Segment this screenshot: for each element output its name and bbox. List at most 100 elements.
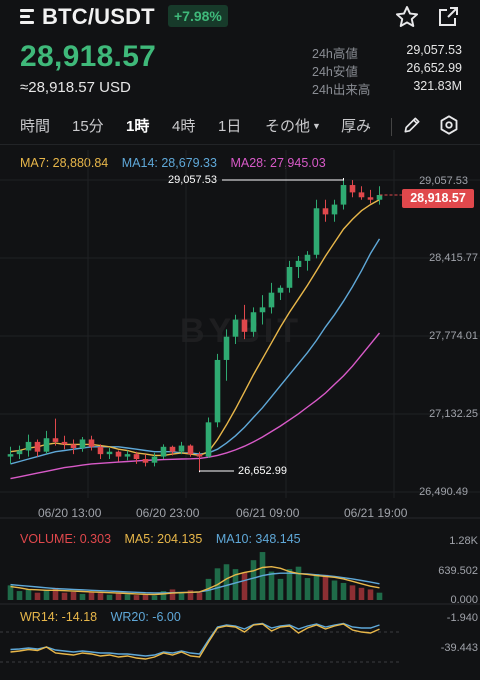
volume-bar [124, 594, 131, 600]
candle-body [88, 439, 95, 447]
volume-bar [88, 591, 95, 600]
stat-value: 29,057.53 [406, 43, 462, 57]
wr14-line [10, 623, 380, 660]
ma14-line [10, 238, 381, 465]
candle-body [259, 307, 266, 313]
star-icon[interactable] [392, 2, 422, 32]
volume-bar [304, 578, 311, 600]
ma28-value: MA28: 27,945.03 [230, 156, 326, 170]
divider [0, 144, 480, 145]
candle-body [16, 450, 23, 455]
volume-bar [223, 564, 230, 600]
tab-15m[interactable]: 15分 [72, 118, 104, 135]
candle-body [250, 312, 257, 332]
share-icon[interactable] [433, 2, 463, 32]
change-badge: +7.98% [168, 5, 228, 27]
volume-bar [97, 593, 104, 600]
volume-bar [79, 593, 86, 600]
high-marker-line [222, 178, 344, 181]
last-price: 28,918.57 [20, 40, 157, 73]
trading-pair[interactable]: BTC/USDT [42, 4, 155, 29]
volume-bar [61, 592, 68, 600]
candle-body [313, 208, 320, 255]
volume-bar [295, 566, 302, 600]
candle-body [349, 185, 356, 193]
volume-bar [52, 587, 59, 600]
low-marker-label: 26,652.99 [238, 465, 287, 477]
y-tick: 26,490.49 [419, 486, 468, 498]
tab-more-label: その他 [265, 118, 311, 135]
wr14-value: WR14: -14.18 [20, 610, 98, 624]
wr20-line [10, 622, 380, 657]
wr20-value: WR20: -6.00 [110, 610, 181, 624]
tab-1d[interactable]: 1日 [218, 118, 242, 135]
candle-body [151, 456, 158, 463]
volume-legend: VOLUME: 0.303 MA5: 204.135 MA10: 348.145 [20, 532, 311, 546]
volume-bar [178, 593, 185, 600]
candle-body [214, 359, 221, 423]
volume-bar [151, 595, 158, 600]
tab-4h[interactable]: 4時 [172, 118, 196, 135]
stat-low: 24h安値 26,652.99 [312, 61, 462, 79]
ma7-line [10, 198, 380, 457]
candle-body [304, 254, 311, 261]
vol-ma5-line [10, 565, 380, 596]
candle-body [106, 451, 113, 455]
candle-body [268, 292, 275, 308]
stat-high: 24h高値 29,057.53 [312, 43, 462, 61]
tab-1h[interactable]: 1時 [126, 118, 150, 135]
ma7-value: MA7: 28,880.84 [20, 156, 109, 170]
stat-label: 24h安値 [312, 65, 358, 79]
vol-tick: 639.502 [438, 565, 478, 577]
vol-ma5-value: MA5: 204.135 [124, 532, 203, 546]
tab-more[interactable]: その他 ▼ [265, 115, 321, 136]
candle-body [160, 446, 167, 457]
candle-body [277, 287, 284, 293]
interval-tabs: 時間 15分 1時 4時 1日 その他 ▼ 厚み [0, 110, 480, 140]
candle-body [286, 266, 293, 288]
candle-body [61, 441, 68, 445]
current-price-tag: 28,918.57 [402, 189, 474, 208]
candle-body [367, 197, 374, 200]
candle-body [178, 445, 185, 452]
candle-body [358, 192, 365, 198]
stat-value: 26,652.99 [406, 61, 462, 75]
ma28-line [10, 332, 381, 480]
volume-bar [286, 569, 293, 600]
tab-depth[interactable]: 厚み [341, 118, 372, 135]
volume-bar [106, 594, 113, 600]
volume-bar [349, 585, 356, 600]
wr-tick: -39.443 [440, 642, 478, 654]
y-tick: 29,057.53 [419, 175, 468, 187]
volume-bar [7, 585, 14, 600]
candle-body [331, 204, 338, 215]
stat-label: 24h高値 [312, 47, 358, 61]
candle-body [340, 185, 347, 205]
volume-bar [187, 590, 194, 600]
ma14-value: MA14: 28,679.33 [121, 156, 217, 170]
ma-legend: MA7: 28,880.84 MA14: 28,679.33 MA28: 27,… [20, 156, 336, 170]
volume-bar [250, 560, 257, 600]
candle-body [241, 319, 248, 332]
settings-icon[interactable] [434, 110, 464, 140]
vol-ma10-value: MA10: 348.145 [215, 532, 301, 546]
volume-bar [133, 595, 140, 600]
volume-bar [16, 591, 23, 600]
candle-body [232, 319, 239, 337]
candle-body [52, 438, 59, 442]
candle-body [205, 422, 212, 457]
candle-body [169, 446, 176, 452]
volume-bar [115, 593, 122, 600]
x-tick: 06/20 23:00 [136, 506, 200, 520]
volume-bar [313, 574, 320, 600]
tab-time[interactable]: 時間 [20, 118, 51, 135]
volume-bar [277, 578, 284, 600]
volume-bar [232, 569, 239, 600]
menu-icon[interactable] [20, 9, 38, 25]
pencil-icon[interactable] [397, 110, 427, 140]
wr-tick: -1.940 [446, 612, 478, 624]
stat-value: 321.83M [413, 79, 462, 93]
volume-bar [358, 587, 365, 600]
volume-bar [331, 580, 338, 600]
